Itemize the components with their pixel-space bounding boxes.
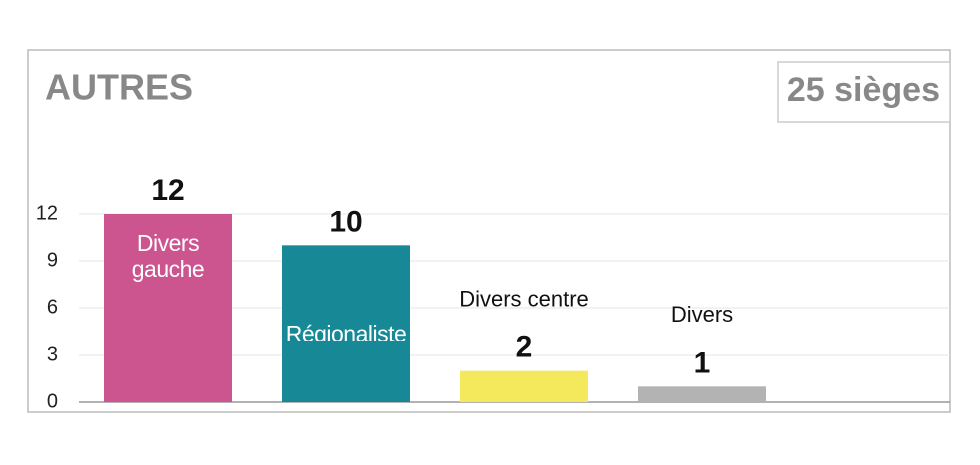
value-label: 12 xyxy=(151,174,184,207)
y-tick-label: 3 xyxy=(47,343,58,365)
y-tick-label: 6 xyxy=(47,296,58,318)
frame xyxy=(27,49,951,413)
category-label: Divers centre xyxy=(459,286,589,311)
bar xyxy=(460,370,588,402)
bar xyxy=(638,386,766,402)
badge: 25 sièges xyxy=(787,71,940,109)
bar xyxy=(104,214,232,402)
value-label: 10 xyxy=(329,205,362,238)
category-label-box: Régionaliste xyxy=(285,321,407,342)
value-label: 2 xyxy=(516,331,533,364)
y-tick-label: 12 xyxy=(36,202,58,224)
badge-box xyxy=(777,61,951,123)
y-tick-label: 0 xyxy=(47,390,58,412)
category-label: Divers xyxy=(671,302,733,327)
category-label: Divers gauche xyxy=(131,230,205,282)
category-label: Régionaliste xyxy=(285,321,407,342)
y-tick-label: 9 xyxy=(47,249,58,271)
value-label: 1 xyxy=(694,346,711,379)
category-label-box: Divers gauche xyxy=(131,230,205,282)
bar xyxy=(282,245,410,402)
chart-title: AUTRES xyxy=(45,67,193,108)
